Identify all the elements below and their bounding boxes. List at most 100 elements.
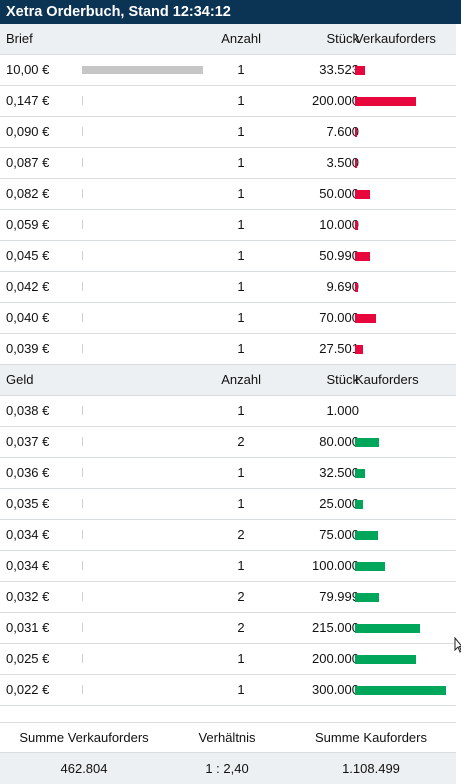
ask-count: 1 [237, 62, 245, 77]
ask-order-row: 0,045 € 1 50.990 [0, 241, 456, 272]
bid-order-row: 0,034 € 1 100.000 [0, 551, 456, 582]
orderbook-table: Brief Anzahl Stück Verkauforders 10,00 €1 33.… [0, 24, 456, 706]
ask-price-bar-tick [82, 313, 83, 322]
ask-price: 0,042 € [6, 279, 50, 294]
ask-order-row: 0,082 € 1 50.000 [0, 179, 456, 210]
summary-sell-value: 462.804 [60, 761, 108, 776]
ask-volume-bar [355, 66, 365, 75]
bid-volume-bar [355, 562, 385, 571]
bid-order-row: 0,031 € 2 215.000 [0, 613, 456, 644]
ask-volume-bar [355, 345, 363, 354]
bid-price-bar-tick [82, 437, 83, 446]
ask-price-bar-tick [82, 251, 83, 260]
bid-price: 0,025 € [6, 651, 50, 666]
summary-buy-label: Summe Kauforders [315, 730, 427, 745]
ask-order-row: 0,059 € 1 10.000 [0, 210, 456, 241]
bid-pieces: 32.500 [319, 465, 359, 480]
bid-count: 2 [237, 620, 245, 635]
bid-count: 2 [237, 589, 245, 604]
bid-count: 1 [237, 558, 245, 573]
ask-price-bar-tick [82, 189, 83, 198]
bid-volume-bar [355, 624, 420, 633]
summary-buy-value: 1.108.499 [342, 761, 400, 776]
bid-price: 0,034 € [6, 527, 50, 542]
bid-price: 0,035 € [6, 496, 50, 511]
bid-count: 2 [237, 434, 245, 449]
bid-pieces: 1.000 [326, 403, 359, 418]
bid-header-orders: Kauforders [355, 372, 419, 387]
ask-pieces: 200.000 [312, 93, 359, 108]
bid-price-bar-tick [82, 561, 83, 570]
summary-ratio-label: Verhältnis [198, 730, 256, 745]
ask-price-bar-tick [82, 158, 83, 167]
ask-count: 1 [237, 341, 245, 356]
ask-pieces: 3.500 [326, 155, 359, 170]
ask-count: 1 [237, 310, 245, 325]
bid-volume-bar [355, 438, 379, 447]
ask-pieces: 9.690 [326, 279, 359, 294]
ask-price-bar-fill [82, 66, 203, 74]
bid-price-bar-tick [82, 468, 83, 477]
ask-count: 1 [237, 93, 245, 108]
bid-volume-bar [355, 686, 446, 695]
bid-count: 1 [237, 651, 245, 666]
bid-price: 0,034 € [6, 558, 50, 573]
bid-count: 1 [237, 496, 245, 511]
bid-price: 0,031 € [6, 620, 50, 635]
bid-price-bar-tick [82, 406, 83, 415]
ask-order-row: 0,090 € 1 7.600 [0, 117, 456, 148]
ask-price-bar-tick [82, 344, 83, 353]
ask-price: 0,045 € [6, 248, 50, 263]
bid-order-row: 0,036 € 1 32.500 [0, 458, 456, 489]
ask-price: 0,147 € [6, 93, 50, 108]
bid-order-row: 0,038 € 1 1.000 [0, 396, 456, 427]
ask-pieces: 27.501 [319, 341, 359, 356]
ask-volume-bar [355, 283, 358, 292]
ask-volume-bar [355, 159, 357, 168]
orderbook-summary: Summe Verkauforders Verhältnis Summe Kau… [0, 722, 456, 784]
bid-price-bar-tick [82, 592, 83, 601]
ask-order-row: 0,147 € 1 200.000 [0, 86, 456, 117]
ask-count: 1 [237, 155, 245, 170]
ask-header-orders: Verkauforders [355, 31, 436, 46]
summary-header: Summe Verkauforders Verhältnis Summe Kau… [0, 722, 456, 753]
bid-volume-bar [355, 655, 416, 664]
ask-price: 0,059 € [6, 217, 50, 232]
bid-price: 0,037 € [6, 434, 50, 449]
ask-volume-bar [355, 190, 370, 199]
bid-order-row: 0,037 € 2 80.000 [0, 427, 456, 458]
ask-price: 0,039 € [6, 341, 50, 356]
mouse-pointer-icon [454, 637, 461, 653]
bid-volume-bar [355, 593, 379, 602]
ask-price: 0,040 € [6, 310, 50, 325]
ask-volume-bar [355, 128, 357, 137]
ask-pieces: 50.990 [319, 248, 359, 263]
ask-order-row: 0,087 € 1 3.500 [0, 148, 456, 179]
ask-pieces: 10.000 [319, 217, 359, 232]
bid-price: 0,036 € [6, 465, 50, 480]
bid-order-row: 0,034 € 2 75.000 [0, 520, 456, 551]
bid-count: 1 [237, 403, 245, 418]
ask-order-row: 10,00 € 1 33.523 [0, 55, 456, 86]
bid-header-price: Geld [6, 372, 34, 387]
ask-volume-bar [355, 314, 376, 323]
bid-order-row: 0,022 € 1 300.000 [0, 675, 456, 706]
ask-price-bar-tick [82, 96, 83, 105]
ask-pieces: 70.000 [319, 310, 359, 325]
ask-order-row: 0,040 € 1 70.000 [0, 303, 456, 334]
bid-pieces: 25.000 [319, 496, 359, 511]
bid-price-bar-tick [82, 654, 83, 663]
ask-header-count: Anzahl [221, 31, 261, 46]
summary-sell-label: Summe Verkauforders [19, 730, 149, 745]
ask-pieces: 33.523 [319, 62, 359, 77]
ask-count: 1 [237, 217, 245, 232]
ask-order-row: 0,042 € 1 9.690 [0, 272, 456, 303]
bid-volume-bar [355, 469, 365, 478]
ask-header-row: Brief Anzahl Stück Verkauforders [0, 24, 456, 55]
bid-pieces: 200.000 [312, 651, 359, 666]
ask-header-price: Brief [6, 31, 33, 46]
bid-pieces: 215.000 [312, 620, 359, 635]
ask-volume-bar [355, 221, 358, 230]
ask-price: 10,00 € [6, 62, 50, 77]
ask-price-bar-tick [82, 127, 83, 136]
